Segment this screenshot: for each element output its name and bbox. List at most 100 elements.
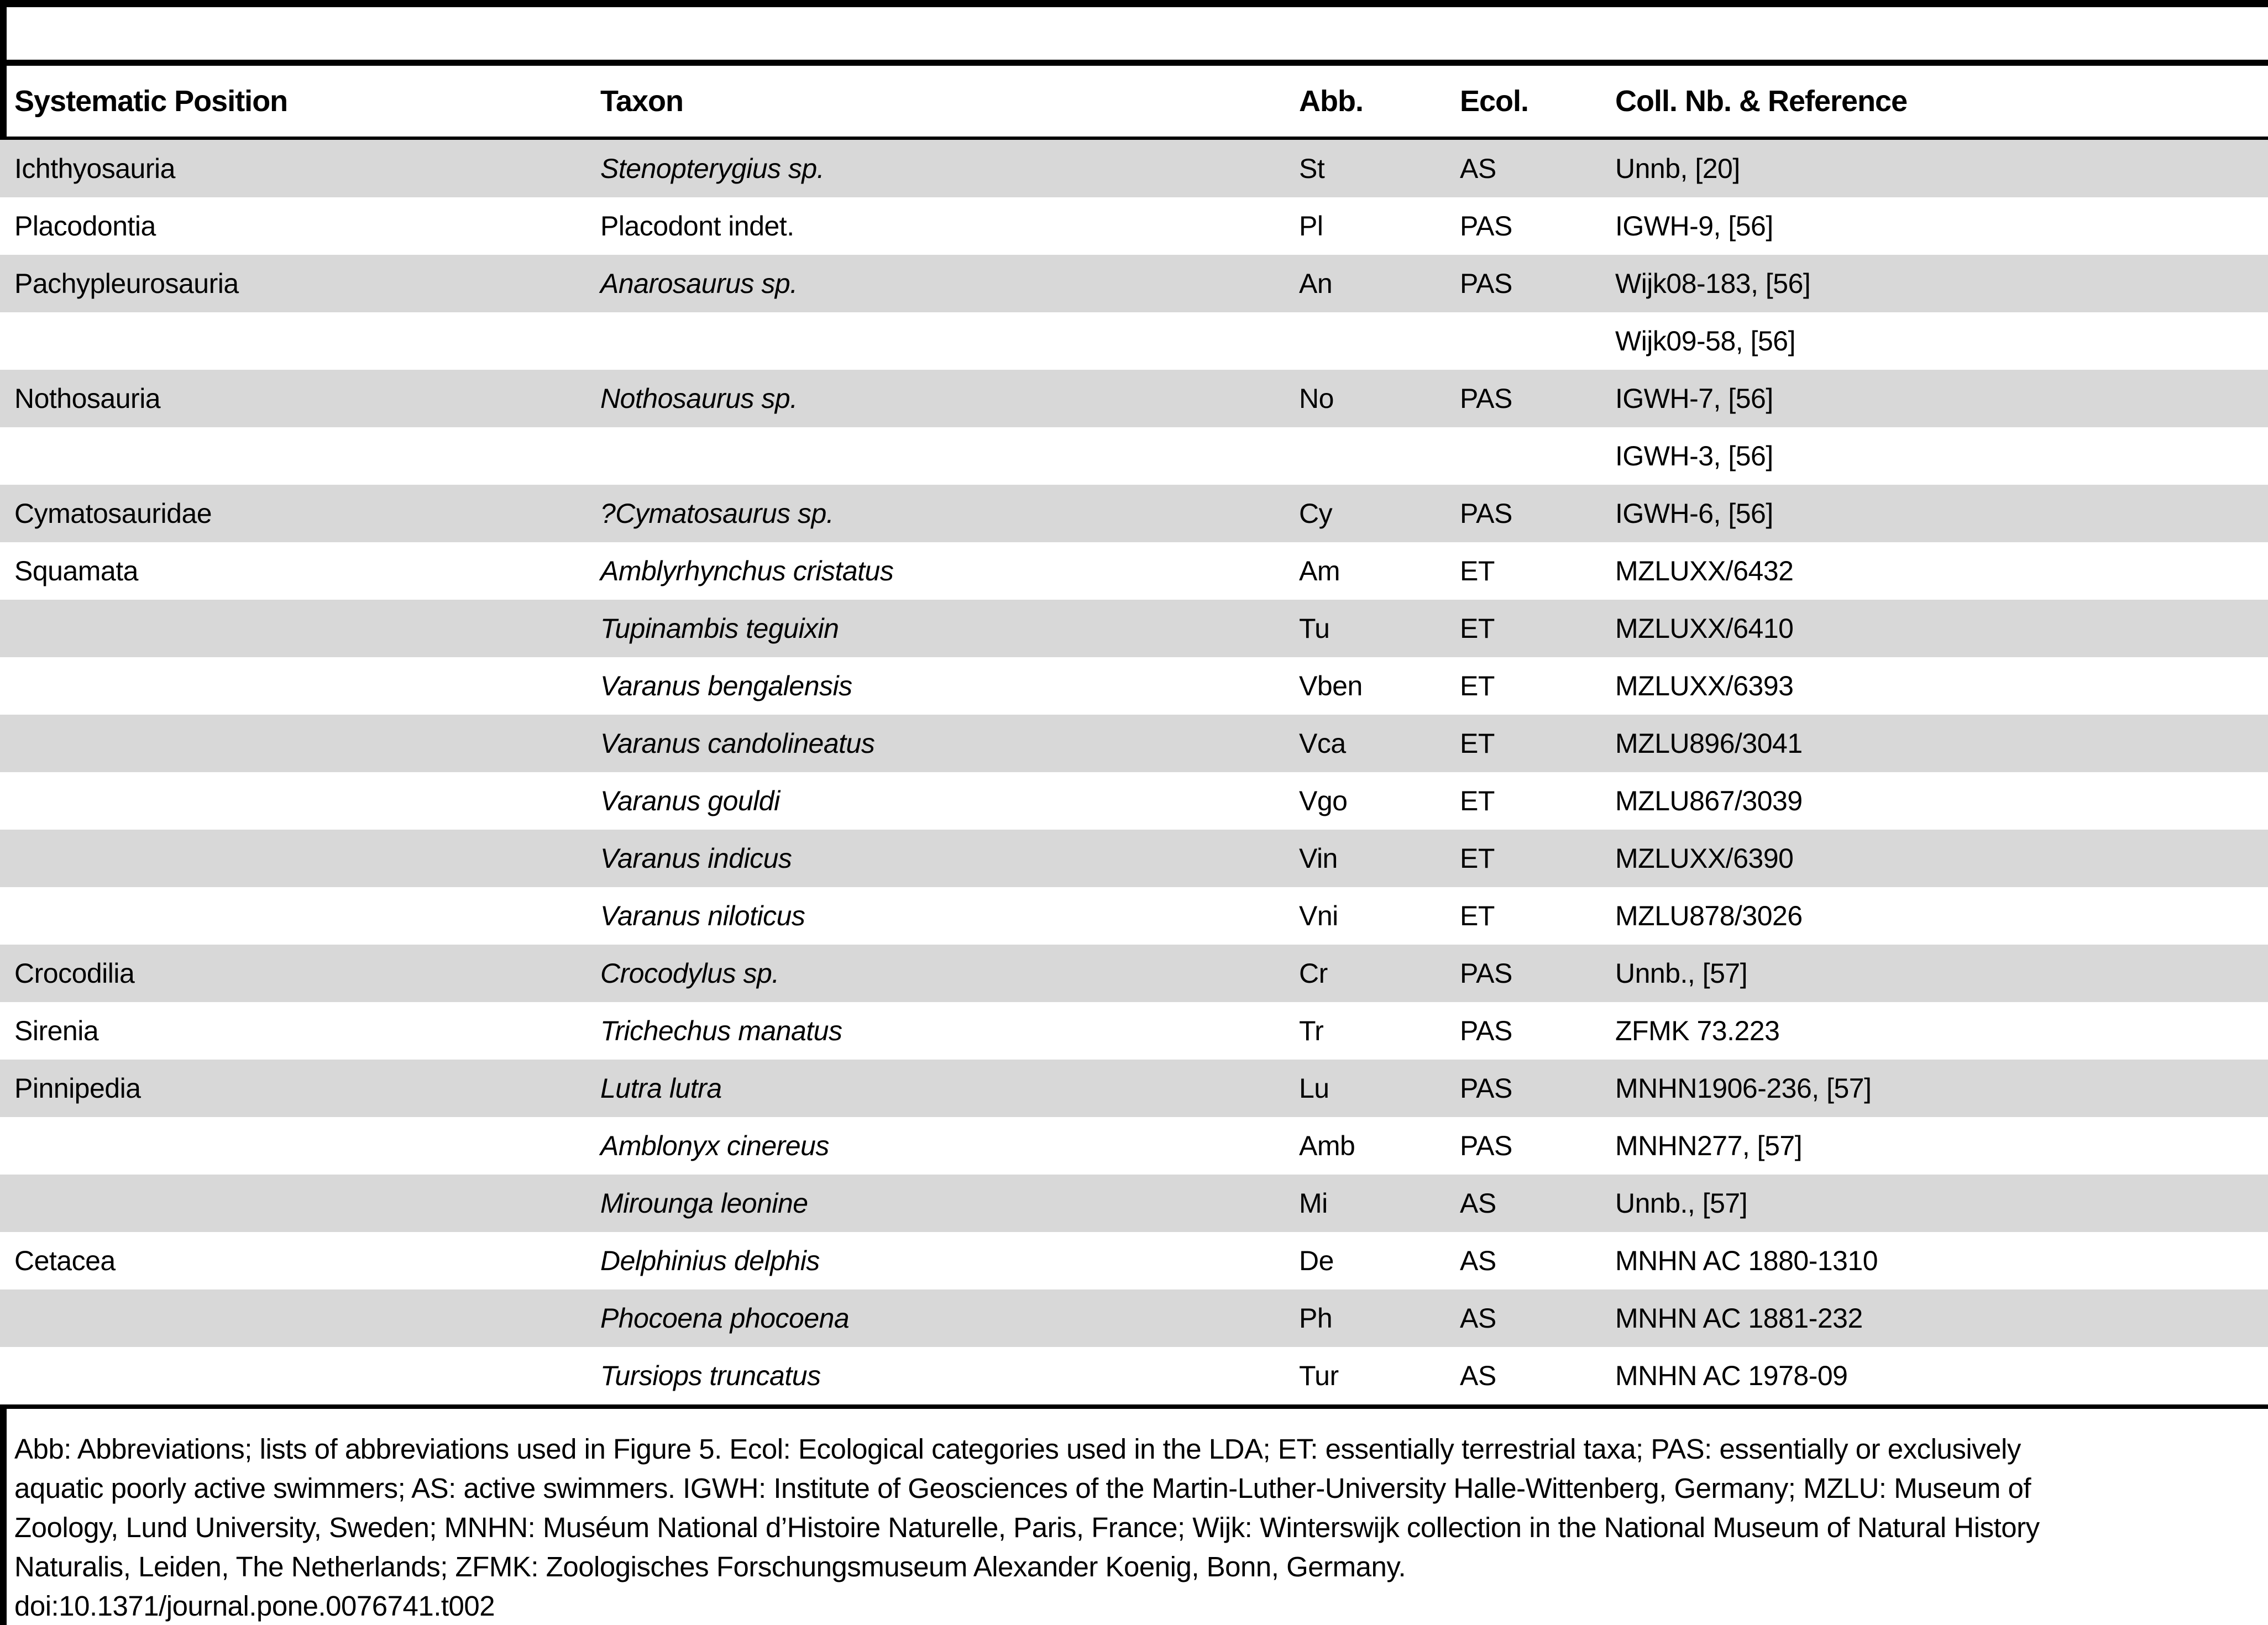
reference-cell: MNHN AC 1880-1310	[1615, 1245, 1878, 1276]
reference-cell: MZLU896/3041	[1615, 728, 1803, 759]
table-row: Pinnipedia Lutra lutra Lu PAS MNHN1906-236, …	[0, 1060, 2268, 1117]
taxon-cell: Lutra lutra	[600, 1073, 722, 1104]
taxon-cell: Varanus bengalensis	[600, 670, 852, 701]
table-row: Phocoena phocoena Ph AS MNHN AC 1881-232	[0, 1289, 2268, 1347]
abbreviation-cell: Tr	[1299, 1015, 1324, 1046]
reference-cell: IGWH-3, [56]	[1615, 441, 1773, 471]
header-top-rule	[0, 60, 2268, 66]
systematic-position-cell: Crocodilia	[14, 958, 135, 989]
reference-cell: MZLU867/3039	[1615, 785, 1803, 816]
table-header-row: Systematic Position Taxon Abb. Ecol. Col…	[0, 66, 2268, 137]
abbreviation-cell: De	[1299, 1245, 1334, 1276]
table-row: IGWH-3, [56]	[0, 427, 2268, 485]
ecology-cell: ET	[1460, 728, 1495, 759]
ecology-cell: PAS	[1460, 268, 1512, 299]
reference-cell: MZLU878/3026	[1615, 900, 1803, 931]
taxon-cell: Trichechus manatus	[600, 1015, 842, 1046]
column-header-ecology: Ecol.	[1460, 85, 1529, 118]
abbreviation-cell: Mi	[1299, 1188, 1328, 1219]
abbreviation-cell: No	[1299, 383, 1334, 414]
reference-cell: Wijk09-58, [56]	[1615, 326, 1795, 357]
taxon-cell: Tupinambis teguixin	[600, 613, 839, 644]
abbreviation-cell: Cy	[1299, 498, 1333, 529]
reference-cell: ZFMK 73.223	[1615, 1015, 1780, 1046]
taxon-cell: Amblyrhynchus cristatus	[600, 555, 894, 586]
taxon-cell: Varanus niloticus	[600, 900, 805, 931]
systematic-position-cell: Cetacea	[14, 1245, 116, 1276]
column-header-reference: Coll. Nb. & Reference	[1615, 85, 1908, 118]
ecology-cell: PAS	[1460, 1073, 1512, 1104]
footnote-line: Abb: Abbreviations; lists of abbreviatio…	[14, 1433, 2021, 1465]
taxon-cell: Varanus gouldi	[600, 785, 780, 816]
table-row: Tupinambis teguixin Tu ET MZLUXX/6410	[0, 600, 2268, 657]
abbreviation-cell: An	[1299, 268, 1333, 299]
column-header-taxon: Taxon	[600, 85, 684, 118]
taxon-cell: Anarosaurus sp.	[600, 268, 798, 299]
footnote-line: Naturalis, Leiden, The Netherlands; ZFMK…	[14, 1551, 1406, 1582]
table-row: Varanus niloticus Vni ET MZLU878/3026	[0, 887, 2268, 945]
reference-cell: MZLUXX/6390	[1615, 843, 1794, 874]
abbreviation-cell: Amb	[1299, 1130, 1355, 1161]
ecology-cell: PAS	[1460, 1130, 1512, 1161]
taxon-cell: Stenopterygius sp.	[600, 153, 825, 184]
taxon-cell: Tursiops truncatus	[600, 1360, 821, 1391]
systematic-position-cell: Pachypleurosauria	[14, 268, 239, 299]
table-row: Tursiops truncatus Tur AS MNHN AC 1978-09	[0, 1347, 2268, 1404]
table-row: Sirenia Trichechus manatus Tr PAS ZFMK 73.22…	[0, 1002, 2268, 1060]
reference-cell: Unnb, [20]	[1615, 153, 1740, 184]
reference-cell: MZLUXX/6393	[1615, 670, 1794, 701]
ecology-cell: AS	[1460, 1245, 1496, 1276]
reference-cell: Unnb., [57]	[1615, 1188, 1748, 1219]
ecology-cell: PAS	[1460, 1015, 1512, 1046]
table-body: Ichthyosauria Stenopterygius sp. St AS Unnb,…	[0, 140, 2268, 1404]
abbreviation-cell: Am	[1299, 555, 1340, 586]
taxon-cell: Varanus indicus	[600, 843, 792, 874]
ecology-cell: AS	[1460, 153, 1496, 184]
footnote-line: Zoology, Lund University, Sweden; MNHN: …	[14, 1512, 2040, 1543]
taxon-cell: Varanus candolineatus	[600, 728, 875, 759]
systematic-position-cell: Sirenia	[14, 1015, 99, 1046]
ecology-cell: PAS	[1460, 211, 1512, 242]
ecology-cell: ET	[1460, 785, 1495, 816]
table-row: Ichthyosauria Stenopterygius sp. St AS Unnb,…	[0, 140, 2268, 197]
table-row: Nothosauria Nothosaurus sp. No PAS IGWH-7, […	[0, 370, 2268, 427]
ecology-cell: ET	[1460, 613, 1495, 644]
abbreviation-cell: Vgo	[1299, 785, 1348, 816]
abbreviation-cell: Vca	[1299, 728, 1346, 759]
table-row: Varanus bengalensis Vben ET MZLUXX/6393	[0, 657, 2268, 715]
abbreviation-cell: Ph	[1299, 1303, 1333, 1334]
systematic-position-cell: Pinnipedia	[14, 1073, 141, 1104]
header-bottom-rule	[0, 137, 2268, 140]
table-row: Placodontia Placodont indet. Pl PAS IGWH-9, …	[0, 197, 2268, 255]
reference-cell: MZLUXX/6432	[1615, 555, 1794, 586]
table-row: Amblonyx cinereus Amb PAS MNHN277, [57]	[0, 1117, 2268, 1175]
ecology-cell: ET	[1460, 670, 1495, 701]
abbreviation-cell: Cr	[1299, 958, 1328, 989]
table-row: Pachypleurosauria Anarosaurus sp. An PAS Wij…	[0, 255, 2268, 312]
ecology-cell: PAS	[1460, 498, 1512, 529]
reference-cell: IGWH-9, [56]	[1615, 211, 1773, 242]
column-header-systematic-position: Systematic Position	[14, 85, 288, 118]
taxon-cell: ?Cymatosaurus sp.	[600, 498, 834, 529]
systematic-position-cell: Squamata	[14, 555, 138, 586]
doi-line: doi:10.1371/journal.pone.0076741.t002	[14, 1590, 495, 1622]
column-header-abbreviation: Abb.	[1299, 85, 1364, 118]
abbreviation-cell: St	[1299, 153, 1325, 184]
table-row: Varanus candolineatus Vca ET MZLU896/3041	[0, 715, 2268, 772]
footnote-line: aquatic poorly active swimmers; AS: acti…	[14, 1472, 2031, 1504]
abbreviation-cell: Vni	[1299, 900, 1338, 931]
top-border-bar	[0, 0, 2268, 7]
table-row: Cymatosauridae ?Cymatosaurus sp. Cy PAS IGWH…	[0, 485, 2268, 542]
reference-cell: MNHN277, [57]	[1615, 1130, 1803, 1161]
ecology-cell: AS	[1460, 1188, 1496, 1219]
table-row: Cetacea Delphinius delphis De AS MNHN AC 188…	[0, 1232, 2268, 1289]
abbreviation-cell: Tu	[1299, 613, 1330, 644]
table-row: Mirounga leonine Mi AS Unnb., [57]	[0, 1175, 2268, 1232]
abbreviation-cell: Pl	[1299, 211, 1323, 242]
systematic-position-cell: Ichthyosauria	[14, 153, 175, 184]
taxon-cell: Phocoena phocoena	[600, 1303, 850, 1334]
ecology-cell: AS	[1460, 1360, 1496, 1391]
systematic-position-cell: Placodontia	[14, 211, 156, 242]
ecology-cell: PAS	[1460, 958, 1512, 989]
